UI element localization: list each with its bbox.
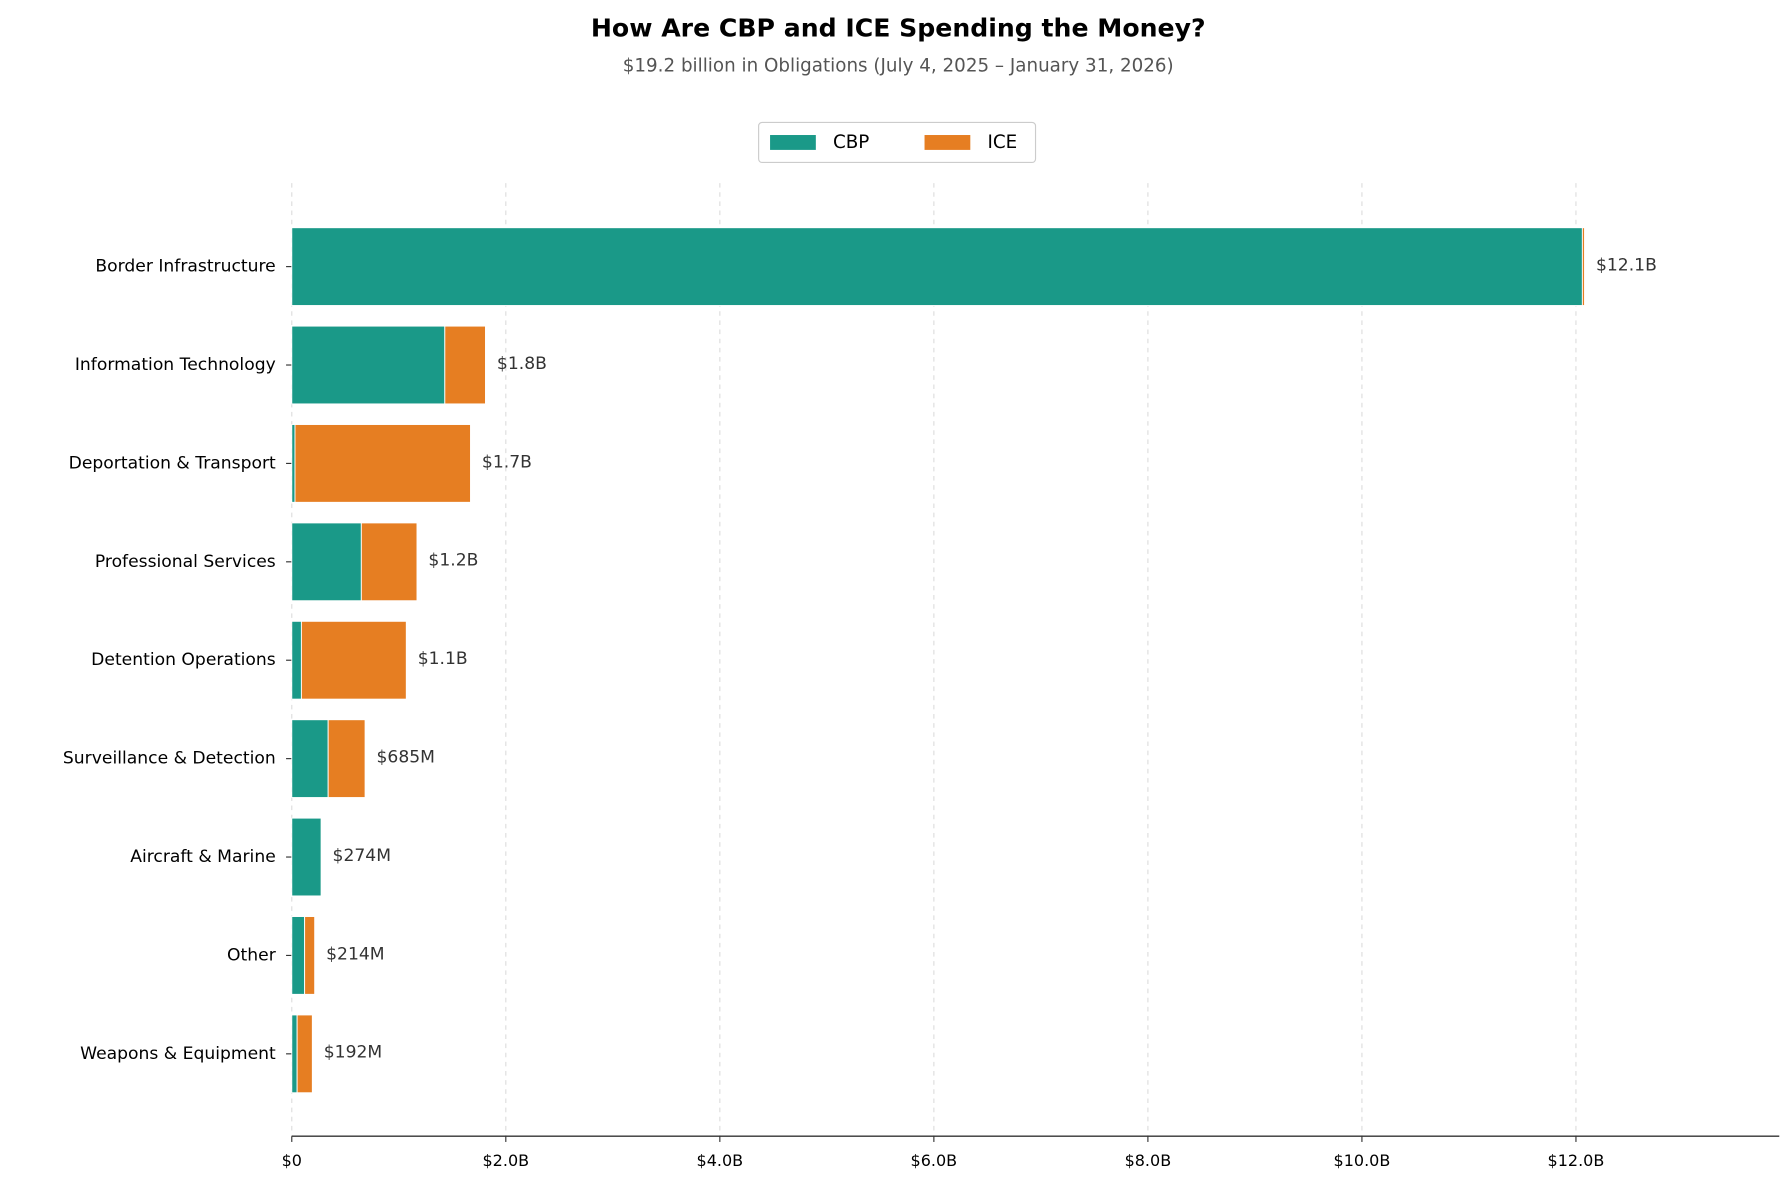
bar <box>291 916 306 995</box>
legend-label: CBP <box>833 132 869 153</box>
bar <box>327 719 366 798</box>
bar <box>291 424 296 503</box>
bar <box>304 916 316 995</box>
chart-subtitle: $19.2 billion in Obligations (July 4, 20… <box>623 55 1174 76</box>
data-label: $274M <box>333 846 391 866</box>
data-label: $1.8B <box>497 354 547 374</box>
y-tick-label: Border Infrastructure <box>95 257 275 277</box>
x-tick-label: $0 <box>282 1151 302 1170</box>
bar <box>296 1014 313 1094</box>
y-tick-label: Information Technology <box>75 355 276 375</box>
x-tick-label: $8.0B <box>1125 1151 1172 1170</box>
data-label: $685M <box>377 747 435 767</box>
bar <box>291 325 446 405</box>
legend-swatch <box>924 135 971 150</box>
bar <box>291 227 1583 306</box>
bar <box>291 522 362 602</box>
x-tick-label: $10.0B <box>1334 1151 1391 1170</box>
y-tick-label: Aircraft & Marine <box>130 847 276 867</box>
bar <box>291 620 302 700</box>
x-tick-label: $2.0B <box>483 1151 530 1170</box>
legend-label: ICE <box>987 132 1017 153</box>
data-label: $1.7B <box>482 452 532 472</box>
legend-box <box>758 121 1037 164</box>
y-tick-label: Other <box>227 945 277 965</box>
y-tick-label: Surveillance & Detection <box>63 749 276 769</box>
bar <box>360 522 418 602</box>
bar <box>291 719 329 798</box>
data-label: $1.2B <box>428 551 478 571</box>
y-tick-label: Professional Services <box>95 552 276 572</box>
bar <box>444 325 486 405</box>
x-tick-label: $6.0B <box>911 1151 958 1170</box>
chart-title: How Are CBP and ICE Spending the Money? <box>591 14 1206 43</box>
data-label: $214M <box>326 944 384 964</box>
bar <box>291 1014 298 1094</box>
bar <box>1581 227 1585 306</box>
data-label: $192M <box>324 1043 382 1063</box>
bar <box>291 817 322 897</box>
y-tick-label: Weapons & Equipment <box>80 1044 276 1064</box>
legend-swatch <box>770 135 816 150</box>
x-tick-label: $4.0B <box>697 1151 744 1170</box>
y-tick-label: Deportation & Transport <box>69 453 276 473</box>
x-tick-label: $12.0B <box>1548 1151 1605 1170</box>
y-tick-label: Detention Operations <box>91 650 276 670</box>
bar <box>300 620 407 700</box>
data-label: $1.1B <box>418 649 468 669</box>
bar <box>294 424 471 503</box>
data-label: $12.1B <box>1596 255 1657 275</box>
